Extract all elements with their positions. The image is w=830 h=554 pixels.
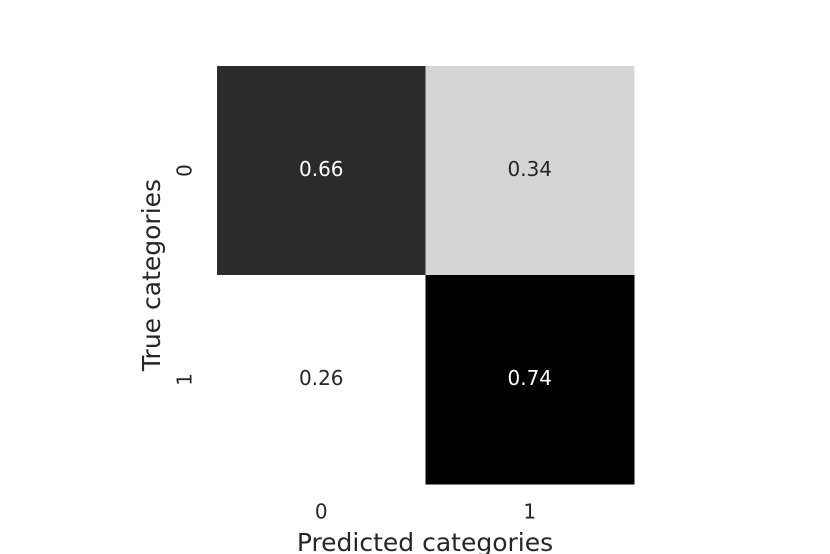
cell-label: 0.34 xyxy=(507,157,552,181)
heatmap-cell xyxy=(217,275,426,485)
cell-label: 0.26 xyxy=(299,366,344,390)
y-tick-label: 1 xyxy=(173,373,197,386)
x-tick-label: 1 xyxy=(523,500,536,524)
x-tick-label: 0 xyxy=(315,500,328,524)
y-axis-label: True categories xyxy=(137,179,166,372)
heatmap-cell xyxy=(425,275,635,485)
x-axis-label: Predicted categories xyxy=(297,528,553,554)
heatmap-cell xyxy=(217,66,426,276)
cell-label: 0.74 xyxy=(507,366,552,390)
cell-label: 0.66 xyxy=(299,157,344,181)
y-tick-label: 0 xyxy=(173,164,197,177)
heatmap-cell xyxy=(425,66,635,276)
